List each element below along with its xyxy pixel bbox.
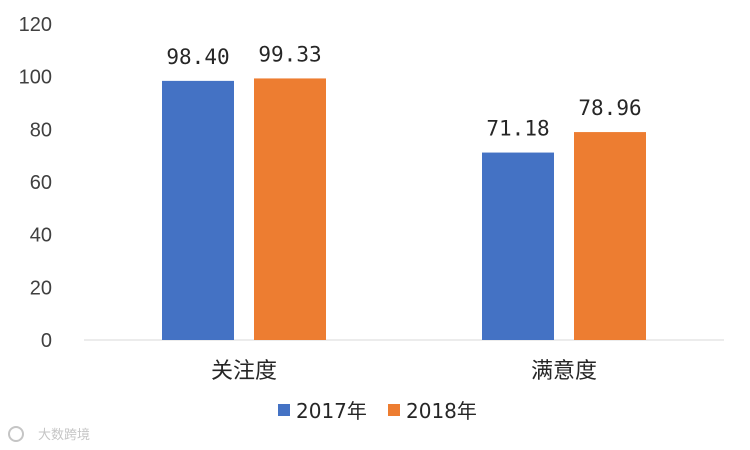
legend-swatch — [278, 404, 290, 416]
legend-label: 2017年 — [296, 399, 367, 423]
category-label: 关注度 — [211, 359, 277, 384]
bar-2017-satisfaction — [482, 152, 554, 340]
legend: 2017年 2018年 — [278, 399, 477, 423]
y-tick-label: 60 — [30, 172, 52, 194]
y-tick-label: 20 — [30, 277, 52, 299]
bar-2018-satisfaction — [574, 132, 646, 340]
y-tick-label: 0 — [41, 330, 52, 352]
y-tick-label: 40 — [30, 225, 52, 247]
watermark-logo-icon — [8, 426, 24, 442]
legend-label: 2018年 — [406, 399, 477, 423]
data-label: 78.96 — [578, 96, 641, 120]
watermark: 大数跨境 — [8, 426, 90, 443]
y-tick-label: 80 — [30, 119, 52, 141]
watermark-text: 大数跨境 — [38, 428, 90, 443]
y-tick-label: 120 — [19, 14, 52, 36]
data-label: 71.18 — [486, 117, 549, 141]
y-tick-label: 100 — [19, 67, 52, 89]
legend-swatch — [388, 404, 400, 416]
y-axis-ticks: 0 20 40 60 80 100 120 — [19, 14, 52, 352]
data-label: 98.40 — [166, 45, 229, 69]
category-label: 满意度 — [531, 359, 597, 384]
bar-2018-attention — [254, 78, 326, 340]
bar-2017-attention — [162, 80, 234, 340]
data-label: 99.33 — [258, 42, 321, 66]
bars: 98.40 99.33 71.18 78.96 — [162, 42, 646, 340]
category-labels: 关注度 满意度 — [211, 359, 597, 384]
